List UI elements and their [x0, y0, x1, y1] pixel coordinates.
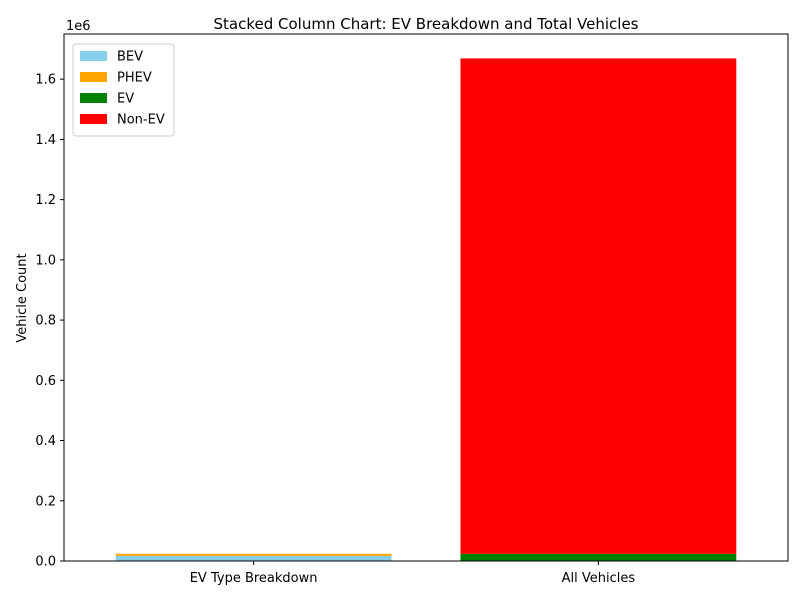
legend-swatch: [80, 51, 107, 61]
bars-group: [115, 58, 737, 561]
legend-swatch: [80, 72, 107, 82]
legend-label: PHEV: [117, 71, 152, 86]
y-axis-label: Vehicle Count: [15, 253, 30, 342]
y-tick-label: 0.2: [35, 494, 56, 509]
x-axis-ticks: EV Type Breakdown All Vehicles: [190, 561, 636, 586]
y-tick-label: 0.0: [35, 555, 56, 570]
bar-bev-0: [115, 555, 392, 561]
y-tick-label: 1.2: [35, 193, 56, 208]
x-tick-label: EV Type Breakdown: [190, 571, 318, 586]
y-tick-label: 1.0: [35, 253, 56, 268]
legend-frame: [72, 43, 175, 137]
legend-swatch: [80, 93, 107, 103]
y-tick-label: 0.8: [35, 314, 56, 329]
legend: BEV PHEV EV Non-EV: [72, 43, 175, 137]
y-tick-label: 0.4: [35, 434, 56, 449]
y-tick-label: 0.6: [35, 374, 56, 389]
legend-label: Non-EV: [117, 113, 165, 128]
bar-non-ev-1: [460, 58, 737, 554]
legend-label: BEV: [117, 50, 143, 65]
x-tick-label: All Vehicles: [562, 571, 636, 586]
legend-label: EV: [117, 92, 134, 107]
bar-phev-0: [115, 553, 392, 556]
y-axis-ticks: 0.0 0.2 0.4 0.6 0.8 1.0 1.2 1.4 1.6: [35, 73, 64, 570]
y-tick-label: 1.6: [35, 73, 56, 88]
y-axis-scale-label: 1e6: [66, 19, 91, 34]
bar-ev-1: [460, 553, 737, 561]
y-tick-label: 1.4: [35, 133, 56, 148]
chart-title: Stacked Column Chart: EV Breakdown and T…: [214, 15, 639, 33]
legend-swatch: [80, 114, 107, 124]
plot-frame: [63, 33, 789, 562]
